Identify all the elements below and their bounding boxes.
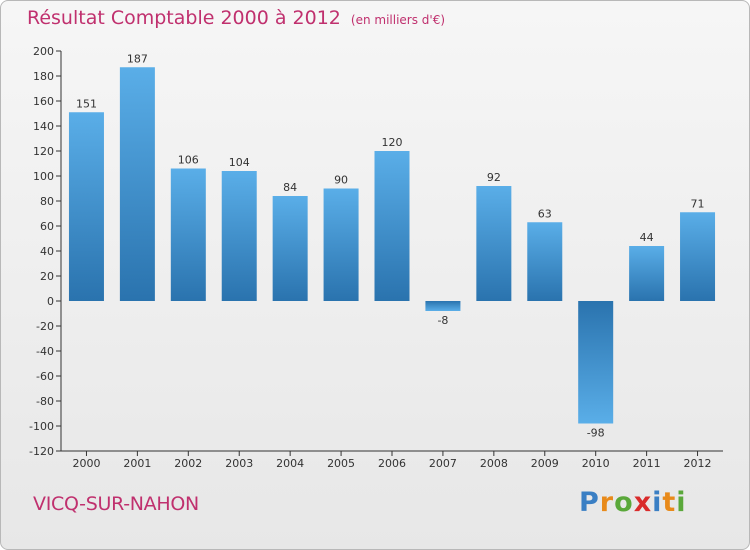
x-tick-label: 2001	[123, 457, 151, 470]
data-label-2004: 84	[283, 181, 297, 194]
data-label-2007: -8	[437, 314, 448, 327]
y-tick-label: 60	[40, 220, 54, 233]
data-label-2003: 104	[229, 156, 250, 169]
data-label-2005: 90	[334, 174, 348, 187]
bar-2002	[170, 168, 206, 301]
x-tick-label: 2010	[582, 457, 610, 470]
x-tick-label: 2002	[174, 457, 202, 470]
logo-letter: r	[599, 487, 615, 518]
y-tick-label: -100	[29, 420, 54, 433]
data-label-2008: 92	[487, 171, 501, 184]
x-tick-label: 2006	[378, 457, 406, 470]
y-axis: -120 -100 -80 -60 -40 -20 0 20 40 60 80 100 120 140 16…	[29, 45, 62, 458]
bar-2011	[629, 246, 665, 301]
bar-2001	[119, 67, 155, 301]
logo-letter: x	[633, 487, 653, 518]
y-tick-label: -120	[29, 445, 54, 458]
logo-letter: t	[662, 487, 677, 518]
bar-2008	[476, 186, 512, 301]
y-tick-label: -20	[36, 320, 54, 333]
x-tick-label: 2009	[531, 457, 559, 470]
x-tick-label: 2008	[480, 457, 508, 470]
x-tick-label: 2004	[276, 457, 304, 470]
data-labels: 151 187 106 104 84 90 120 -8 92 63 -98 44 71	[76, 52, 705, 439]
x-axis: 2000 2001 2002 2003 2004 2005 2006 2007 2008 2009…	[61, 450, 723, 470]
y-tick-label: 0	[47, 295, 54, 308]
y-tick-label: 200	[33, 45, 54, 58]
y-tick-label: 140	[33, 120, 54, 133]
data-label-2009: 63	[538, 207, 552, 220]
bars	[68, 67, 716, 424]
y-tick-label: -60	[36, 370, 54, 383]
chart-title-block: Résultat Comptable 2000 à 2012 (en millie…	[27, 7, 445, 29]
y-tick-label: 40	[40, 245, 54, 258]
y-tick-label: 100	[33, 170, 54, 183]
y-tick-label: 80	[40, 195, 54, 208]
logo-letter: i	[652, 487, 663, 518]
y-tick-label: -40	[36, 345, 54, 358]
bar-2000	[68, 112, 104, 301]
data-label-2000: 151	[76, 97, 97, 110]
bar-2012	[680, 212, 716, 301]
data-label-2012: 71	[691, 197, 705, 210]
y-tick-label: 120	[33, 145, 54, 158]
x-tick-label: 2003	[225, 457, 253, 470]
x-tick-label: 2012	[684, 457, 712, 470]
bar-2007	[425, 301, 461, 311]
x-tick-label: 2000	[72, 457, 100, 470]
y-tick-label: 20	[40, 270, 54, 283]
y-tick-label: -80	[36, 395, 54, 408]
bar-2003	[221, 171, 257, 301]
y-tick-label: 180	[33, 70, 54, 83]
bar-2009	[527, 222, 563, 301]
logo-letter: i	[676, 487, 687, 518]
commune-name: VICQ-SUR-NAHON	[33, 493, 199, 515]
logo-letter: o	[614, 487, 634, 518]
data-label-2002: 106	[178, 154, 199, 167]
x-tick-label: 2011	[633, 457, 661, 470]
x-tick-label: 2007	[429, 457, 457, 470]
chart-subtitle: (en milliers d'€)	[350, 13, 446, 27]
bar-2004	[272, 196, 308, 301]
proxiti-logo: Proxiti	[579, 487, 687, 518]
data-label-2010: -98	[587, 427, 605, 440]
bar-2010	[578, 301, 614, 424]
data-label-2001: 187	[127, 52, 148, 65]
bar-2006	[374, 151, 410, 301]
x-tick-label: 2005	[327, 457, 355, 470]
bar-2005	[323, 188, 359, 301]
chart-title: Résultat Comptable 2000 à 2012	[27, 7, 341, 29]
y-tick-label: 160	[33, 95, 54, 108]
logo-letter: P	[579, 487, 600, 518]
data-label-2006: 120	[382, 136, 403, 149]
data-label-2011: 44	[640, 231, 654, 244]
